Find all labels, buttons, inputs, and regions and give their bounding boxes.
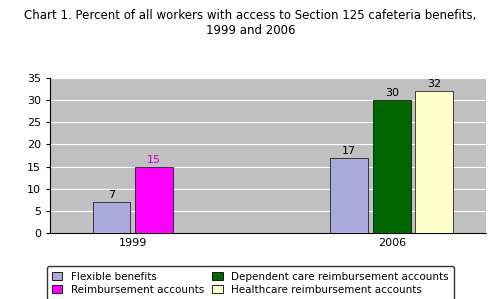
Bar (331, 158, 368, 233)
Text: 30: 30 (385, 88, 399, 98)
Bar (373, 100, 411, 233)
Legend: Flexible benefits, Reimbursement accounts, Dependent care reimbursement accounts: Flexible benefits, Reimbursement account… (47, 266, 454, 299)
Text: 32: 32 (427, 79, 441, 89)
Text: Chart 1. Percent of all workers with access to Section 125 cafeteria benefits,
1: Chart 1. Percent of all workers with acc… (25, 9, 476, 37)
Bar (93, 202, 130, 233)
Bar (415, 91, 453, 233)
Bar (135, 167, 173, 233)
Text: 17: 17 (342, 146, 356, 156)
Text: 7: 7 (108, 190, 115, 200)
Text: 15: 15 (147, 155, 161, 165)
